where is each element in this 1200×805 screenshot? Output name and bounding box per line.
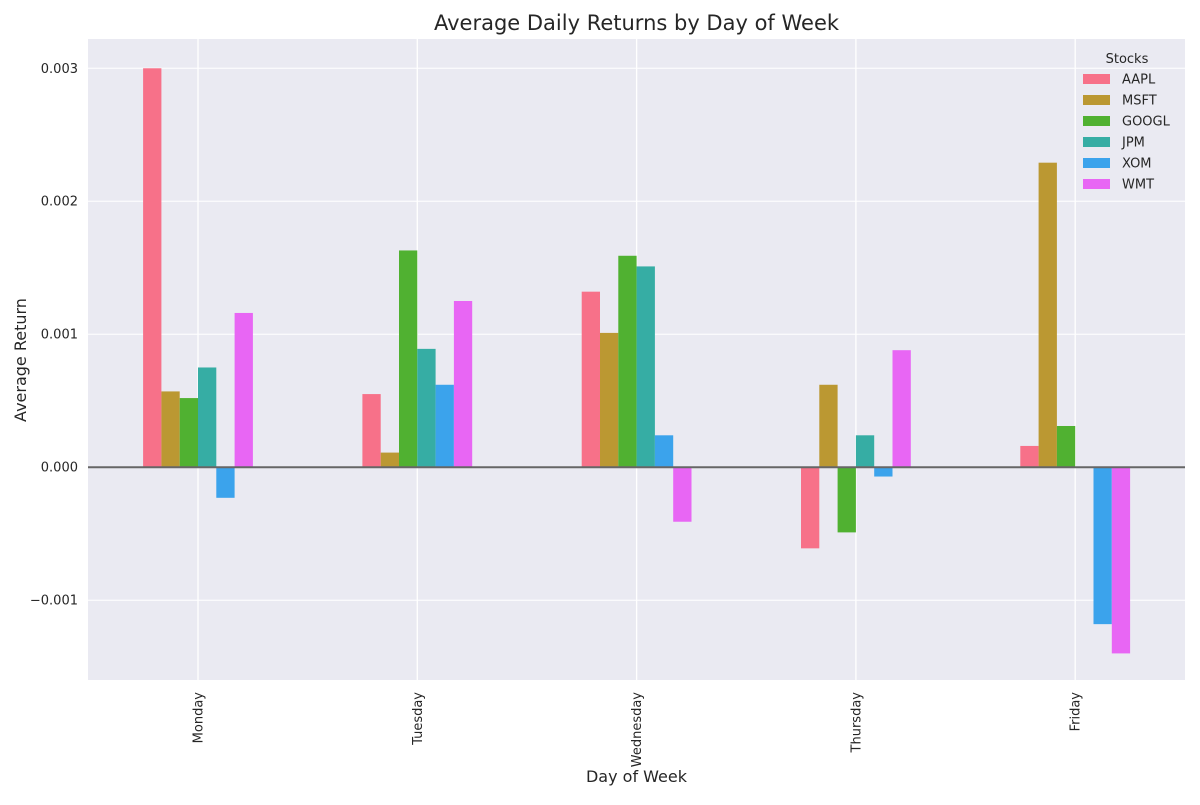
bar-xom-wednesday: [654, 435, 674, 468]
x-tick-label: Tuesday: [411, 692, 426, 746]
legend-label-jpm: JPM: [1121, 136, 1145, 151]
legend-label-googl: GOOGL: [1122, 115, 1171, 130]
legend-title: Stocks: [1106, 52, 1149, 67]
bar-wmt-wednesday: [673, 467, 692, 522]
legend-items: AAPL MSFT GOOGL JPM XOM WMT: [1083, 73, 1171, 193]
bar-aapl-wednesday: [581, 291, 600, 468]
legend-swatch-aapl: [1083, 74, 1110, 84]
x-tick-label: Wednesday: [630, 692, 645, 768]
legend-label-aapl: AAPL: [1122, 73, 1156, 88]
legend-swatch-jpm: [1083, 137, 1110, 147]
bar-xom-monday: [216, 467, 235, 498]
bar-wmt-monday: [234, 312, 253, 468]
bar-xom-thursday: [874, 467, 893, 477]
bar-wmt-friday: [1111, 467, 1131, 654]
bar-jpm-thursday: [855, 435, 875, 468]
bar-wmt-tuesday: [453, 300, 473, 468]
bar-wmt-thursday: [892, 350, 911, 468]
bar-xom-friday: [1093, 467, 1112, 625]
tick-labels: −0.001 0.000 0.001 0.002 0.003 Monday Tuesday W…: [30, 62, 1084, 768]
legend-swatch-wmt: [1083, 179, 1110, 189]
legend-swatch-msft: [1083, 95, 1110, 105]
bar-googl-tuesday: [399, 250, 418, 468]
y-tick-label: 0.002: [41, 195, 78, 210]
legend: Stocks AAPL MSFT GOOGL JPM XOM WMT: [1083, 52, 1171, 193]
legend-label-wmt: WMT: [1122, 178, 1154, 193]
bar-msft-friday: [1038, 162, 1057, 468]
bar-jpm-monday: [198, 367, 217, 468]
bar-aapl-monday: [143, 68, 162, 468]
bar-msft-tuesday: [380, 452, 399, 468]
legend-label-msft: MSFT: [1122, 94, 1157, 109]
y-axis-label: Average Return: [11, 298, 30, 422]
y-tick-label: −0.001: [30, 594, 78, 609]
legend-label-xom: XOM: [1122, 157, 1152, 172]
x-tick-label: Monday: [192, 692, 207, 744]
bar-googl-friday: [1056, 425, 1076, 468]
legend-swatch-googl: [1083, 116, 1110, 126]
legend-swatch-xom: [1083, 158, 1110, 168]
bar-msft-wednesday: [600, 332, 619, 468]
bar-jpm-wednesday: [636, 266, 655, 468]
bar-xom-tuesday: [435, 384, 454, 468]
x-axis-label: Day of Week: [586, 767, 688, 786]
bar-googl-thursday: [837, 467, 856, 533]
bar-aapl-thursday: [801, 467, 820, 549]
bar-googl-monday: [179, 398, 198, 468]
y-tick-label: 0.003: [41, 62, 78, 77]
bar-msft-monday: [161, 391, 180, 468]
bar-jpm-tuesday: [417, 348, 436, 468]
bar-aapl-tuesday: [362, 394, 381, 468]
bar-msft-thursday: [819, 384, 838, 468]
bar-googl-wednesday: [618, 255, 637, 468]
x-tick-label: Thursday: [849, 692, 864, 754]
bars: [143, 68, 1131, 654]
bar-aapl-friday: [1020, 445, 1039, 468]
y-tick-label: 0.001: [41, 328, 78, 343]
y-tick-label: 0.000: [41, 461, 78, 476]
x-tick-label: Friday: [1069, 692, 1084, 732]
chart-title: Average Daily Returns by Day of Week: [434, 11, 840, 35]
